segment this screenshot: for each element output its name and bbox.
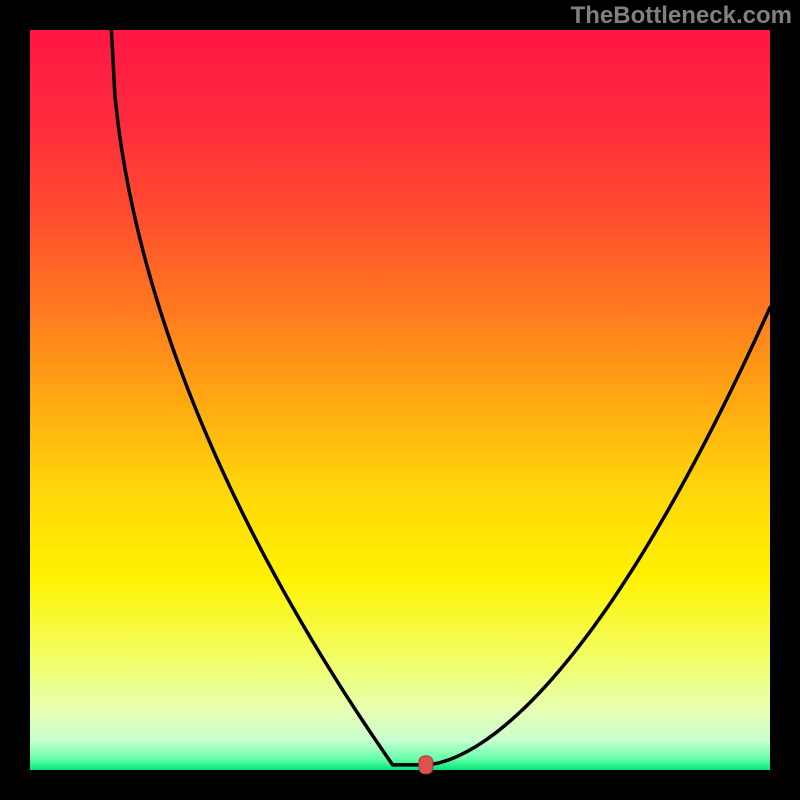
bottleneck-chart bbox=[0, 0, 800, 800]
chart-frame: TheBottleneck.com bbox=[0, 0, 800, 800]
plot-background bbox=[30, 30, 770, 770]
optimum-marker bbox=[419, 756, 433, 774]
watermark-text: TheBottleneck.com bbox=[571, 2, 792, 30]
